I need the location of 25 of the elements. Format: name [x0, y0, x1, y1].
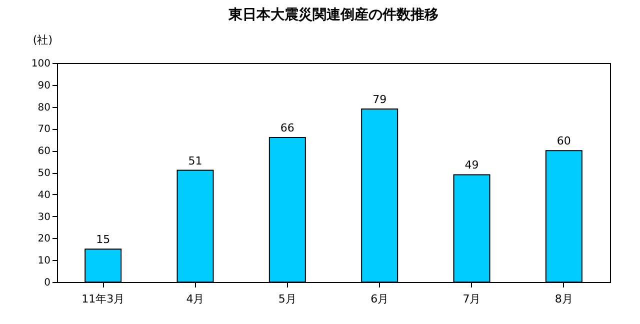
x-tick-label: 5月: [278, 292, 296, 306]
y-tick-label: 80: [38, 102, 50, 114]
y-tick-label: 10: [38, 256, 50, 267]
chart-title: 東日本大震災関連倒産の件数推移: [228, 6, 438, 23]
data-label: 51: [188, 154, 202, 168]
y-tick-label: 50: [38, 168, 50, 179]
data-label: 49: [464, 158, 479, 172]
x-tick-label: 8月: [554, 292, 573, 306]
x-tick-label: 4月: [186, 292, 204, 306]
data-label: 79: [372, 92, 387, 106]
data-label: 60: [556, 134, 571, 148]
y-tick-label: 60: [38, 146, 50, 158]
y-tick-label: 0: [44, 278, 50, 288]
y-tick-label: 90: [38, 80, 50, 92]
x-tick-label: 11年3月: [82, 292, 125, 306]
data-label: 15: [96, 233, 110, 246]
y-tick-label: 40: [38, 190, 50, 201]
y-tick-label: 100: [31, 58, 50, 70]
y-tick-label: 70: [38, 124, 50, 136]
y-axis-title: (社): [32, 34, 52, 46]
x-tick-label: 7月: [462, 292, 481, 306]
x-tick-label: 6月: [370, 292, 389, 306]
y-tick-label: 30: [38, 212, 50, 223]
data-label: 66: [280, 121, 294, 134]
y-tick-label: 20: [38, 234, 50, 245]
